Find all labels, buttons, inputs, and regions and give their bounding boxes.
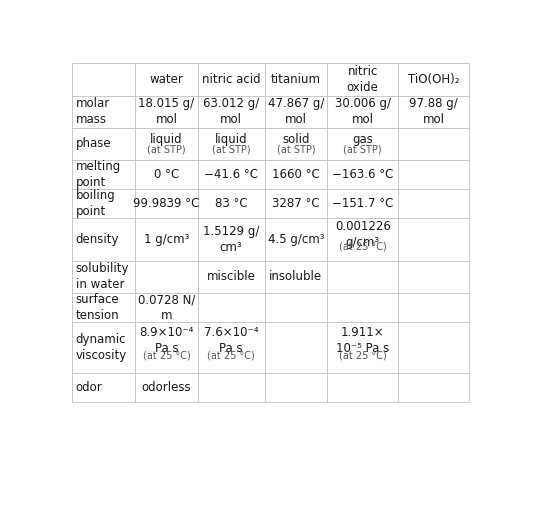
Text: dynamic
viscosity: dynamic viscosity — [76, 333, 127, 362]
Text: (at STP): (at STP) — [343, 145, 382, 154]
Text: insoluble: insoluble — [269, 270, 323, 284]
Text: surface
tension: surface tension — [76, 293, 120, 322]
Text: 0 °C: 0 °C — [154, 168, 179, 181]
Text: −163.6 °C: −163.6 °C — [332, 168, 394, 181]
Text: (at 25 °C): (at 25 °C) — [143, 351, 191, 361]
Text: boiling
point: boiling point — [76, 189, 116, 218]
Text: water: water — [150, 73, 183, 86]
Text: odor: odor — [76, 381, 103, 393]
Text: melting
point: melting point — [76, 160, 121, 189]
Text: 18.015 g/
mol: 18.015 g/ mol — [138, 97, 194, 126]
Text: solid: solid — [282, 133, 310, 146]
Text: 99.9839 °C: 99.9839 °C — [133, 197, 200, 210]
Text: −151.7 °C: −151.7 °C — [332, 197, 394, 210]
Text: 7.6×10⁻⁴
Pa s: 7.6×10⁻⁴ Pa s — [204, 327, 258, 355]
Text: 8.9×10⁻⁴
Pa s: 8.9×10⁻⁴ Pa s — [139, 327, 194, 355]
Text: (at 25 °C): (at 25 °C) — [207, 351, 255, 361]
Text: solubility
in water: solubility in water — [76, 263, 129, 291]
Text: gas: gas — [352, 133, 373, 146]
Text: 1.911×
10⁻⁵ Pa s: 1.911× 10⁻⁵ Pa s — [336, 327, 389, 355]
Text: 0.0728 N/
m: 0.0728 N/ m — [138, 293, 195, 322]
Text: (at STP): (at STP) — [277, 145, 315, 154]
Text: 0.001226
g/cm³: 0.001226 g/cm³ — [335, 220, 391, 248]
Text: 83 °C: 83 °C — [215, 197, 247, 210]
Text: TiO(OH)₂: TiO(OH)₂ — [408, 73, 460, 86]
Text: 47.867 g/
mol: 47.867 g/ mol — [268, 97, 324, 126]
Text: 4.5 g/cm³: 4.5 g/cm³ — [268, 233, 324, 246]
Text: 1.5129 g/
cm³: 1.5129 g/ cm³ — [203, 225, 259, 254]
Text: odorless: odorless — [141, 381, 191, 393]
Text: 1660 °C: 1660 °C — [272, 168, 320, 181]
Text: 1 g/cm³: 1 g/cm³ — [144, 233, 189, 246]
Text: (at 25 °C): (at 25 °C) — [339, 242, 387, 252]
Text: phase: phase — [76, 137, 111, 150]
Text: (at 25 °C): (at 25 °C) — [339, 351, 387, 361]
Text: nitric acid: nitric acid — [202, 73, 260, 86]
Text: titanium: titanium — [271, 73, 321, 86]
Text: density: density — [76, 233, 120, 246]
Text: miscible: miscible — [207, 270, 256, 284]
Text: (at STP): (at STP) — [212, 145, 251, 154]
Text: 30.006 g/
mol: 30.006 g/ mol — [335, 97, 391, 126]
Text: 3287 °C: 3287 °C — [272, 197, 320, 210]
Text: (at STP): (at STP) — [147, 145, 186, 154]
Text: 97.88 g/
mol: 97.88 g/ mol — [410, 97, 458, 126]
Text: nitric
oxide: nitric oxide — [347, 65, 379, 94]
Text: liquid: liquid — [150, 133, 183, 146]
Text: 63.012 g/
mol: 63.012 g/ mol — [203, 97, 259, 126]
Text: liquid: liquid — [215, 133, 247, 146]
Text: molar
mass: molar mass — [76, 97, 110, 126]
Text: −41.6 °C: −41.6 °C — [204, 168, 258, 181]
